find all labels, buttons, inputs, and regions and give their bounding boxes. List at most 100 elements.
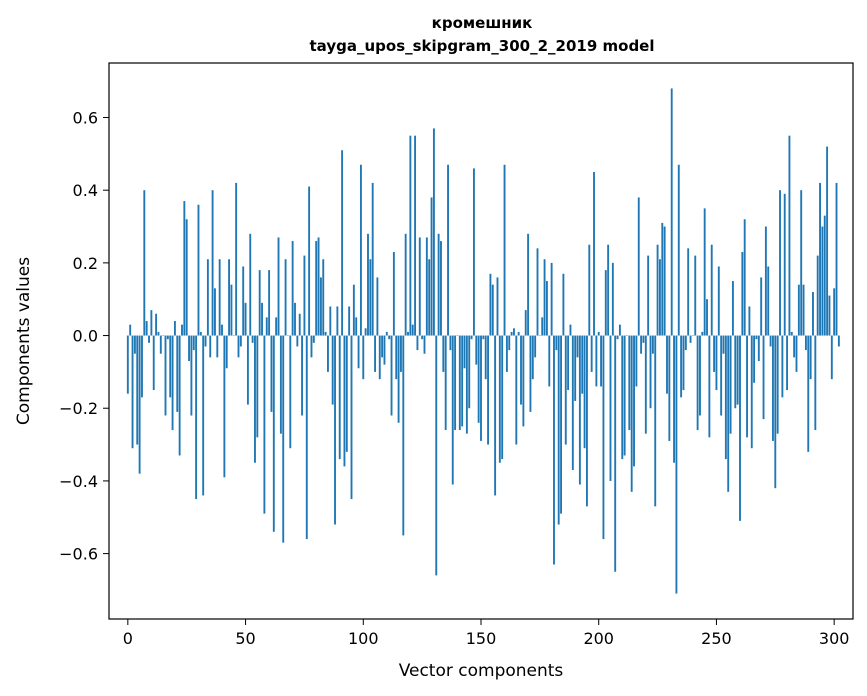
bar-component-47 [237, 335, 240, 358]
bar-component-98 [357, 335, 360, 369]
bar-component-210 [621, 335, 624, 460]
bar-component-243 [699, 335, 701, 416]
bar-component-88 [334, 335, 336, 525]
bar-component-42 [225, 335, 228, 369]
bar-component-191 [576, 335, 579, 358]
bar-component-3 [133, 335, 136, 354]
bar-component-95 [350, 335, 353, 500]
bar-component-204 [607, 244, 610, 336]
bar-component-123 [416, 335, 419, 351]
bar-component-220 [644, 335, 647, 434]
bar-component-250 [715, 335, 718, 391]
bar-component-165 [515, 335, 518, 445]
y-tick-label: −0.6 [59, 545, 98, 564]
bar-component-31 [199, 331, 202, 336]
bar-component-181 [553, 335, 555, 565]
bar-component-178 [545, 281, 548, 336]
bar-component-226 [658, 259, 661, 336]
bar-component-199 [595, 335, 598, 387]
bar-component-159 [501, 335, 504, 460]
bar-component-301 [835, 182, 838, 336]
bar-component-9 [148, 335, 150, 343]
bar-component-24 [183, 201, 186, 336]
bar-component-182 [555, 335, 558, 351]
bar-component-207 [614, 335, 617, 572]
bar-component-86 [329, 306, 332, 336]
chart-subtitle: tayga_upos_skipgram_300_2_2019 model [310, 37, 655, 55]
bar-component-61 [270, 335, 273, 412]
bar-component-101 [364, 328, 367, 336]
bar-component-242 [696, 335, 699, 431]
bar-component-70 [291, 241, 294, 336]
bar-component-162 [508, 335, 511, 351]
bar-component-177 [543, 259, 546, 336]
bar-component-5 [138, 335, 141, 474]
bar-component-75 [303, 255, 306, 336]
bar-component-133 [440, 241, 442, 336]
bar-component-271 [764, 226, 767, 336]
bar-component-272 [767, 266, 770, 336]
bar-component-120 [409, 135, 412, 336]
bar-component-238 [687, 248, 690, 336]
bar-component-235 [680, 335, 683, 398]
bar-component-234 [677, 164, 680, 336]
bar-component-299 [830, 335, 833, 380]
bar-component-80 [315, 241, 318, 336]
bar-component-224 [654, 335, 657, 507]
bar-component-260 [739, 335, 741, 521]
bar-component-239 [689, 335, 692, 343]
bar-component-49 [242, 266, 245, 336]
bar-component-56 [258, 270, 261, 336]
x-tick-label: 0 [123, 629, 133, 648]
bar-component-267 [755, 335, 758, 340]
y-tick-label: 0.0 [73, 327, 98, 346]
bar-component-83 [322, 259, 325, 336]
bar-component-129 [430, 197, 433, 336]
bar-component-72 [296, 335, 299, 347]
bar-component-136 [447, 164, 449, 336]
bar-component-119 [407, 331, 409, 336]
bar-component-11 [152, 335, 155, 391]
bar-component-246 [706, 299, 708, 336]
bar-component-158 [498, 335, 501, 463]
bar-component-200 [597, 331, 600, 336]
bar-component-71 [294, 302, 296, 336]
bar-component-187 [567, 335, 570, 391]
bar-component-192 [578, 335, 581, 485]
bar-component-26 [188, 335, 190, 361]
bar-component-256 [729, 335, 732, 434]
bar-component-196 [588, 244, 591, 336]
bar-component-122 [414, 135, 417, 336]
bar-component-58 [263, 335, 266, 514]
bar-component-113 [392, 251, 395, 336]
bar-component-48 [239, 335, 242, 347]
bar-component-137 [449, 335, 452, 351]
bar-component-270 [762, 335, 765, 420]
bar-component-77 [308, 186, 311, 336]
x-tick-label: 200 [583, 629, 614, 648]
bar-component-52 [249, 233, 252, 336]
bar-component-106 [376, 277, 379, 336]
bar-component-160 [503, 164, 506, 336]
bar-component-146 [470, 335, 473, 340]
bar-component-264 [748, 306, 751, 336]
bar-component-190 [574, 335, 577, 401]
bar-component-163 [510, 331, 513, 336]
bar-component-19 [171, 335, 174, 431]
bar-component-51 [246, 335, 249, 405]
bar-component-171 [529, 335, 532, 412]
bar-component-29 [195, 335, 198, 500]
bar-component-286 [800, 190, 803, 336]
bar-component-74 [301, 335, 303, 416]
bar-component-255 [727, 335, 730, 492]
bar-component-302 [837, 335, 840, 347]
bar-component-167 [520, 335, 522, 405]
bar-component-164 [513, 328, 515, 336]
bar-component-63 [275, 317, 278, 336]
bar-component-203 [604, 270, 607, 336]
bar-component-276 [776, 335, 779, 434]
x-tick-label: 300 [819, 629, 850, 648]
bar-component-230 [668, 335, 671, 441]
bar-component-214 [630, 335, 633, 492]
bar-component-148 [475, 335, 478, 365]
